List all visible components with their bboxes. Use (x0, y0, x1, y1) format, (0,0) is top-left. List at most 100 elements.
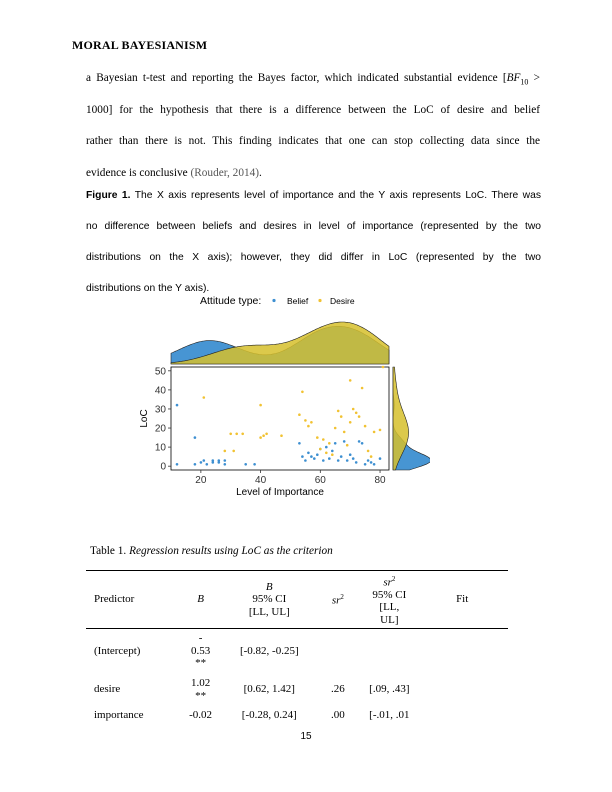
data-points (175, 365, 385, 466)
axes: 20 40 60 80 0 10 20 30 40 50 (155, 366, 386, 486)
cell-b: -0.53 ** (190, 632, 211, 669)
data-point-desire (316, 436, 319, 439)
data-point-belief (333, 442, 337, 445)
data-point-belief (372, 463, 376, 466)
data-point-belief (316, 453, 319, 456)
caption-line-1: Figure 1. The X axis represents level of… (86, 180, 541, 211)
y-axis-label: LoC (139, 409, 150, 427)
cell-b-ci: [-0.82, -0.25] (239, 644, 299, 657)
paragraph-text: a Bayesian t-test and reporting the Baye… (86, 72, 507, 84)
data-point-desire (354, 411, 358, 415)
data-point-desire (351, 407, 355, 411)
legend-desire-label: Desire (330, 296, 355, 306)
data-point-desire (369, 455, 373, 458)
cell-b: 1.02 ** (190, 677, 211, 702)
col-predictor: Predictor (94, 593, 135, 606)
data-point-belief (175, 463, 179, 466)
data-point-desire (259, 436, 262, 439)
data-point-desire (348, 421, 352, 424)
x-tick-label: 40 (255, 475, 267, 486)
data-point-desire (223, 449, 227, 453)
data-point-belief (217, 461, 221, 464)
legend-desire-key (318, 298, 322, 303)
data-point-belief (193, 463, 197, 466)
scatter-plot-with-marginals: Attitude type: Belief Desire 20 40 60 80 0 10… (139, 295, 430, 498)
data-point-belief (363, 463, 367, 466)
data-point-belief (301, 455, 304, 458)
col-sr2: sr2 (331, 593, 344, 608)
cell-predictor: importance (94, 709, 144, 722)
cell-b-ci: [0.62, 1.42] (243, 683, 295, 696)
figure-label: Figure 1. (86, 190, 131, 201)
legend-title: Attitude type: (200, 295, 261, 307)
data-point-belief (223, 463, 227, 466)
cell-fit (416, 707, 508, 725)
data-point-belief (253, 463, 256, 466)
data-point-desire (298, 413, 301, 416)
cell-sr2-ci: [.09, .43] (369, 683, 410, 696)
paragraph-line-2: 1000] for the hypothesis that there is a… (86, 95, 540, 127)
data-point-belief (175, 403, 179, 407)
data-point-belief (304, 459, 307, 462)
col-sr2-ci: sr2 95% CI [LL, UL] (372, 574, 407, 626)
table-caption: Regression results using LoC as the crit… (129, 545, 333, 557)
table-row: (Intercept) -0.53 ** [-0.82, -0.25] (86, 629, 508, 673)
top-marginal-density (170, 321, 390, 365)
x-tick-label: 20 (195, 475, 207, 486)
data-point-belief (322, 459, 325, 462)
col-fit: Fit (456, 593, 469, 606)
data-point-desire (381, 365, 385, 369)
data-point-desire (304, 419, 307, 422)
data-point-belief (202, 459, 206, 462)
data-point-belief (310, 455, 313, 458)
table-header-row: Predictor B B 95% CI [LL, UL] sr2 sr2 95% C… (86, 570, 508, 629)
data-point-desire (232, 449, 235, 453)
cell-b-ci: [-0.28, 0.24] (241, 709, 297, 722)
paragraph-line-3: rather than there is not. This finding i… (86, 135, 540, 147)
data-point-desire (262, 434, 265, 437)
right-marginal-density (392, 366, 430, 471)
caption-line-3: distributions on the X axis); however, t… (86, 252, 541, 263)
figure-caption: Figure 1. The X axis represents level of… (86, 180, 541, 304)
cell-sr2: .00 (330, 709, 345, 722)
data-point-belief (199, 461, 203, 464)
data-point-desire (363, 424, 367, 428)
paragraph-text: ] for the hypothesis that there is a dif… (108, 103, 540, 116)
legend-belief-key (272, 298, 276, 303)
legend-belief-label: Belief (287, 296, 309, 306)
data-point-belief (211, 459, 215, 462)
paragraph-text: evidence is conclusive (86, 166, 191, 179)
y-tick-label: 30 (155, 404, 167, 415)
page-number: 15 (300, 731, 312, 742)
x-tick-label: 60 (315, 475, 327, 486)
data-point-belief (328, 457, 331, 460)
cell-fit (416, 673, 508, 707)
data-point-belief (348, 453, 352, 456)
cell-sr2-ci: [-.01, .01 (369, 709, 410, 722)
data-point-belief (345, 459, 349, 462)
data-point-belief (369, 461, 373, 464)
data-point-belief (354, 461, 358, 464)
y-tick-label: 40 (155, 385, 167, 396)
data-point-desire (319, 447, 322, 451)
data-point-desire (202, 396, 206, 399)
data-point-desire (307, 424, 310, 428)
cell-predictor: (Intercept) (94, 644, 141, 657)
data-point-belief (342, 440, 346, 443)
data-point-belief (211, 461, 215, 464)
data-point-desire (265, 432, 268, 436)
bayes-factor-operator: > (533, 72, 540, 84)
data-point-belief (307, 451, 310, 455)
data-point-desire (235, 432, 238, 436)
y-tick-label: 20 (155, 424, 167, 435)
data-point-desire (229, 432, 232, 436)
data-point-desire (322, 438, 325, 441)
data-point-belief (360, 442, 364, 445)
bayes-factor-subscript: 10 (520, 77, 529, 87)
table-row: desire 1.02 ** [0.62, 1.42] .26 [.09, .43… (86, 673, 508, 707)
data-point-belief (336, 459, 340, 462)
table-label: Table 1. (90, 545, 130, 557)
x-axis-label: Level of Importance (236, 487, 324, 498)
data-point-desire (357, 415, 361, 418)
data-point-belief (298, 442, 301, 445)
